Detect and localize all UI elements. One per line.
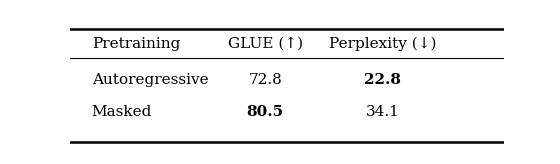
Text: 34.1: 34.1 [366, 105, 399, 119]
Text: 72.8: 72.8 [249, 73, 282, 87]
Text: 80.5: 80.5 [247, 105, 284, 119]
Text: 22.8: 22.8 [364, 73, 401, 87]
Text: Autoregressive: Autoregressive [92, 73, 208, 87]
Text: Masked: Masked [92, 105, 152, 119]
Text: Perplexity (↓): Perplexity (↓) [329, 36, 436, 51]
Text: Pretraining: Pretraining [92, 37, 180, 51]
Text: GLUE (↑): GLUE (↑) [228, 37, 303, 51]
